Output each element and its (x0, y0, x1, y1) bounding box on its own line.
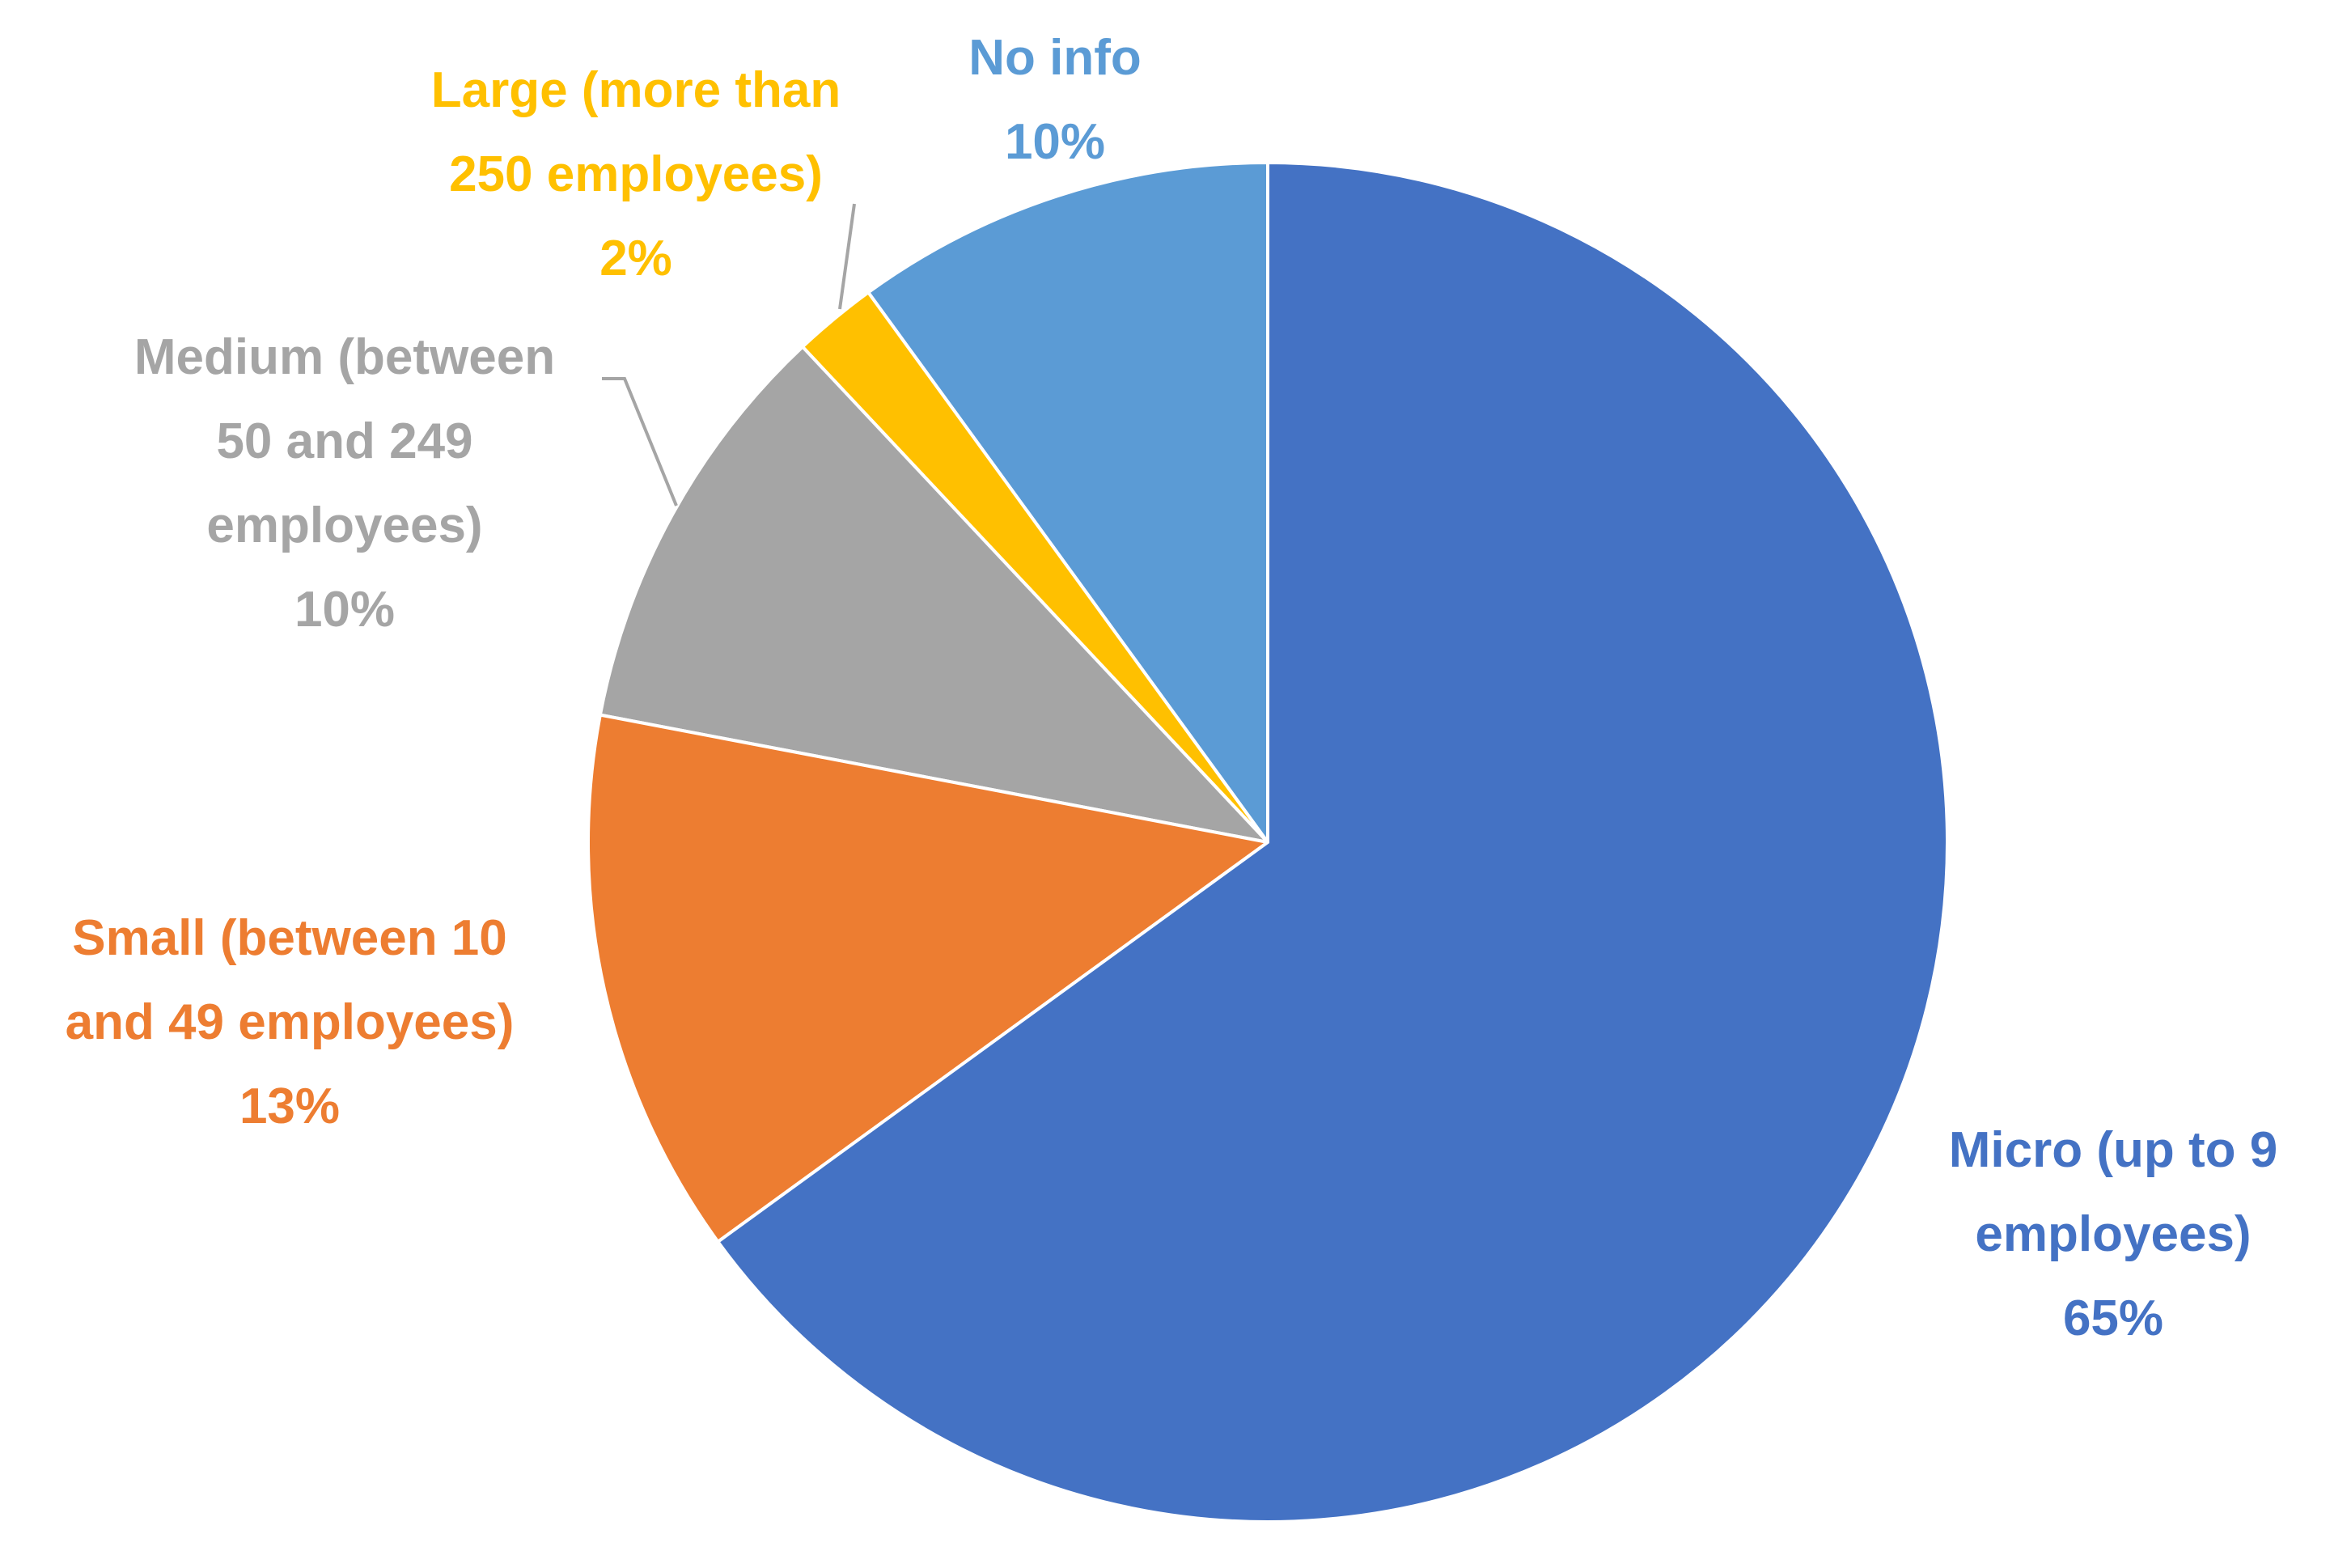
slice-label: Large (more than 250 employees) 2% (393, 49, 879, 301)
category-label: Large (more than 250 employees) (430, 62, 841, 202)
value-label: 10% (294, 582, 396, 638)
category-label: Small (between 10 and 49 employees) (65, 910, 515, 1050)
value-label: 10% (1004, 114, 1106, 170)
leader-line (602, 377, 678, 506)
pie-slice (866, 160, 1269, 848)
value-label: 2% (599, 231, 672, 286)
slice-label: No info 10% (934, 16, 1176, 184)
category-label: Medium (between 50 and 249 employees) (133, 329, 556, 553)
pie-slice (715, 160, 1949, 1524)
category-label: No info (968, 30, 1142, 86)
value-label: 13% (239, 1079, 341, 1134)
pie-slice (598, 344, 1273, 845)
slice-label: Small (between 10 and 49 employees) 13% (31, 896, 549, 1149)
leader-line (838, 203, 856, 310)
slice-label: Micro (up to 9 employees) 65% (1903, 1108, 2324, 1361)
value-label: 65% (2062, 1290, 2164, 1346)
pie-slice (587, 713, 1272, 1244)
slice-label: Medium (between 50 and 249 employees) 10% (118, 316, 571, 652)
category-label: Micro (up to 9 employees) (1948, 1122, 2278, 1262)
